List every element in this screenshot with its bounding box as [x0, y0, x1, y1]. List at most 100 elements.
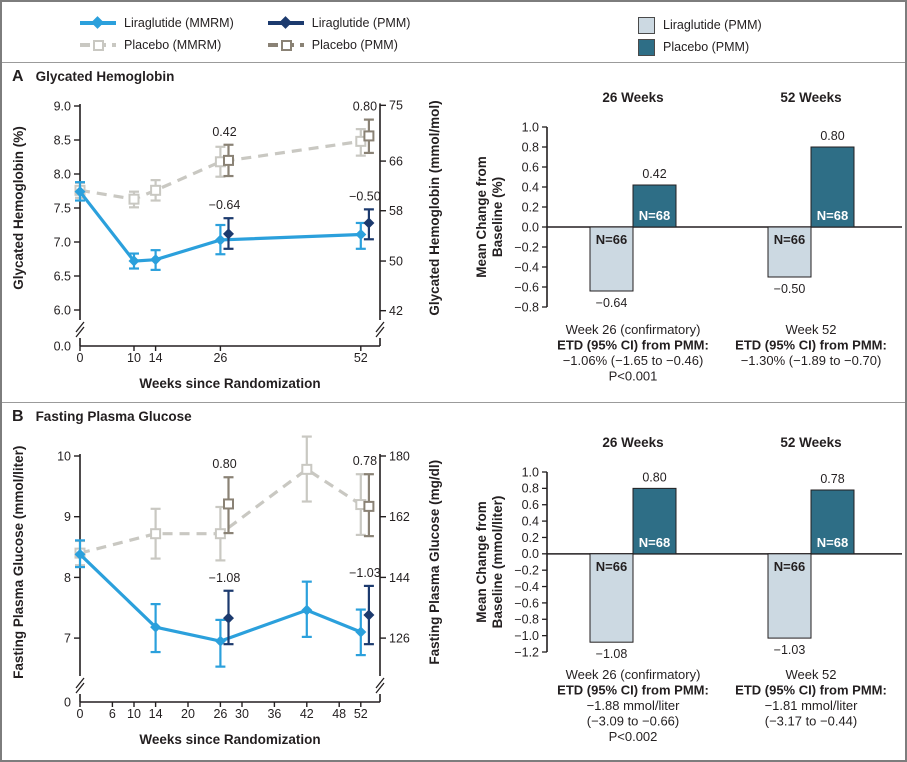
- point-annotation: 0.42: [212, 125, 236, 139]
- group-header: 52 Weeks: [780, 90, 841, 105]
- diamond-marker-icon: [214, 635, 226, 647]
- axis-break: [375, 321, 385, 338]
- svg-text:180: 180: [389, 449, 410, 463]
- legend-item-bar-liraglutide-pmm: Liraglutide (PMM): [638, 14, 762, 36]
- footer-line: (−3.09 to −0.66): [587, 714, 680, 729]
- series-placebo-pmm: [223, 118, 375, 178]
- svg-text:9.0: 9.0: [54, 99, 71, 113]
- footer-line: ETD (95% CI) from PMM:: [735, 338, 887, 353]
- x-axis-label: Weeks since Randomization: [139, 732, 320, 747]
- line-chart-legend: Liraglutide (MMRM) Placebo (MMRM) Liragl…: [80, 12, 410, 56]
- group-header: 26 Weeks: [602, 435, 663, 450]
- diamond-marker-icon: [150, 254, 162, 266]
- legend-column-pmm: Liraglutide (PMM) Placebo (PMM): [267, 12, 411, 56]
- diamond-marker-icon: [223, 228, 234, 240]
- footer-line: Week 52: [785, 667, 836, 682]
- svg-text:−1.0: −1.0: [514, 629, 539, 643]
- value-label: −1.03: [774, 643, 806, 657]
- legend-item-placebo-mmrm: Placebo (MMRM): [80, 34, 234, 56]
- x-axis-label: Weeks since Randomization: [139, 376, 320, 391]
- panel-b-divider: [2, 402, 905, 403]
- value-label: 0.78: [820, 472, 844, 486]
- liraglutide-pmm-line-swatch-icon: [267, 16, 304, 29]
- svg-text:36: 36: [267, 707, 281, 721]
- panel-a-letter: A: [12, 68, 24, 85]
- n-label: N=66: [774, 559, 805, 574]
- svg-text:8.5: 8.5: [54, 133, 71, 147]
- tick-labels: 1.0 0.8 0.6 0.4 0.2 0.0 −0.2 −0.4 −0.6 −0.8: [514, 120, 539, 314]
- square-marker-icon: [301, 463, 313, 475]
- svg-text:30: 30: [235, 707, 249, 721]
- svg-text:7.0: 7.0: [54, 235, 71, 249]
- footer-line: P<0.001: [609, 369, 658, 384]
- svg-text:6.5: 6.5: [54, 269, 71, 283]
- point-annotation: −1.03: [349, 566, 381, 580]
- value-label: 0.80: [642, 470, 666, 484]
- y-axis-label: Baseline (%): [490, 177, 505, 257]
- panel-b-bar-chart: 1.0 0.8 0.6 0.4 0.2 0.0 −0.2 −0.4 −0.6 −0.8 −1.0 −1…: [474, 435, 902, 744]
- svg-text:1.0: 1.0: [522, 120, 539, 134]
- svg-text:20: 20: [181, 707, 195, 721]
- point-annotation: 0.80: [212, 457, 236, 471]
- square-marker-icon: [223, 498, 234, 510]
- value-label: −1.08: [596, 647, 628, 661]
- series-placebo-pmm: [223, 473, 375, 538]
- svg-text:0.8: 0.8: [522, 140, 539, 154]
- svg-text:14: 14: [149, 707, 163, 721]
- placebo-mmrm-line-swatch-icon: [80, 39, 116, 51]
- square-marker-icon: [363, 130, 375, 142]
- n-label: N=68: [817, 208, 848, 223]
- legend-item-bar-placebo-pmm: Placebo (PMM): [638, 36, 762, 58]
- footer-line: −1.30% (−1.89 to −0.70): [741, 353, 882, 368]
- panel-b-header: B Fasting Plasma Glucose: [12, 408, 192, 426]
- footer-line: Week 26 (confirmatory): [566, 322, 701, 337]
- legend-item-liraglutide-pmm: Liraglutide (PMM): [267, 12, 411, 34]
- point-annotation: 0.80: [353, 100, 377, 114]
- panel-b-letter: B: [12, 408, 24, 425]
- svg-text:0.0: 0.0: [522, 220, 539, 234]
- svg-text:0.8: 0.8: [522, 482, 539, 496]
- square-marker-icon: [128, 193, 140, 205]
- y-axis-label: Baseline (mmol/liter): [490, 496, 505, 629]
- svg-text:−0.4: −0.4: [514, 580, 539, 594]
- tick-labels: 1.0 0.8 0.6 0.4 0.2 0.0 −0.2 −0.4 −0.6 −0.8 −1.0 −1…: [514, 465, 539, 659]
- n-label: N=66: [596, 232, 627, 247]
- right-y-axis-label: Fasting Plasma Glucose (mg/dl): [427, 460, 442, 665]
- svg-text:14: 14: [149, 351, 163, 365]
- square-marker-icon: [150, 528, 162, 540]
- svg-text:7.5: 7.5: [54, 201, 71, 215]
- svg-text:0.0: 0.0: [54, 339, 71, 353]
- svg-text:−0.8: −0.8: [514, 613, 539, 627]
- ticks: [74, 104, 386, 351]
- footer-line: P<0.002: [609, 729, 658, 744]
- group-header: 26 Weeks: [602, 90, 663, 105]
- diamond-marker-icon: [74, 548, 86, 560]
- panel-b-line-chart: 7 8 9 10 0 126 144 162 180 0 6 10 14 20 26 30 36 42 48 52 We…: [11, 435, 442, 747]
- legend-label: Liraglutide (PMM): [311, 16, 411, 30]
- legend-label: Liraglutide (PMM): [663, 18, 762, 32]
- value-label: −0.64: [596, 296, 628, 310]
- svg-text:0.6: 0.6: [522, 498, 539, 512]
- svg-text:144: 144: [389, 571, 410, 585]
- right-y-axis-label: Glycated Hemoglobin (mmol/mol): [427, 100, 442, 315]
- n-label: N=68: [639, 535, 670, 550]
- footer-line: ETD (95% CI) from PMM:: [735, 683, 887, 698]
- legend-label: Placebo (PMM): [311, 38, 398, 52]
- bar: [810, 489, 855, 555]
- diamond-marker-icon: [74, 186, 86, 198]
- svg-text:6: 6: [109, 707, 116, 721]
- svg-text:9: 9: [64, 510, 71, 524]
- placebo-pmm-line-swatch-icon: [267, 39, 304, 51]
- panel-a-title: Glycated Hemoglobin: [35, 69, 175, 84]
- legend-item-liraglutide-mmrm: Liraglutide (MMRM): [80, 12, 234, 34]
- svg-text:0: 0: [64, 695, 71, 709]
- svg-text:7: 7: [64, 631, 71, 645]
- series-placebo-mmrm: [74, 435, 367, 567]
- svg-text:42: 42: [389, 304, 403, 318]
- point-annotation: 0.78: [353, 454, 377, 468]
- point-annotation: −1.08: [209, 571, 241, 585]
- liraglutide-bar-swatch-icon: [638, 16, 655, 34]
- placebo-bar-swatch-icon: [638, 38, 655, 56]
- footer-line: Week 26 (confirmatory): [566, 667, 701, 682]
- svg-text:−1.2: −1.2: [514, 645, 539, 659]
